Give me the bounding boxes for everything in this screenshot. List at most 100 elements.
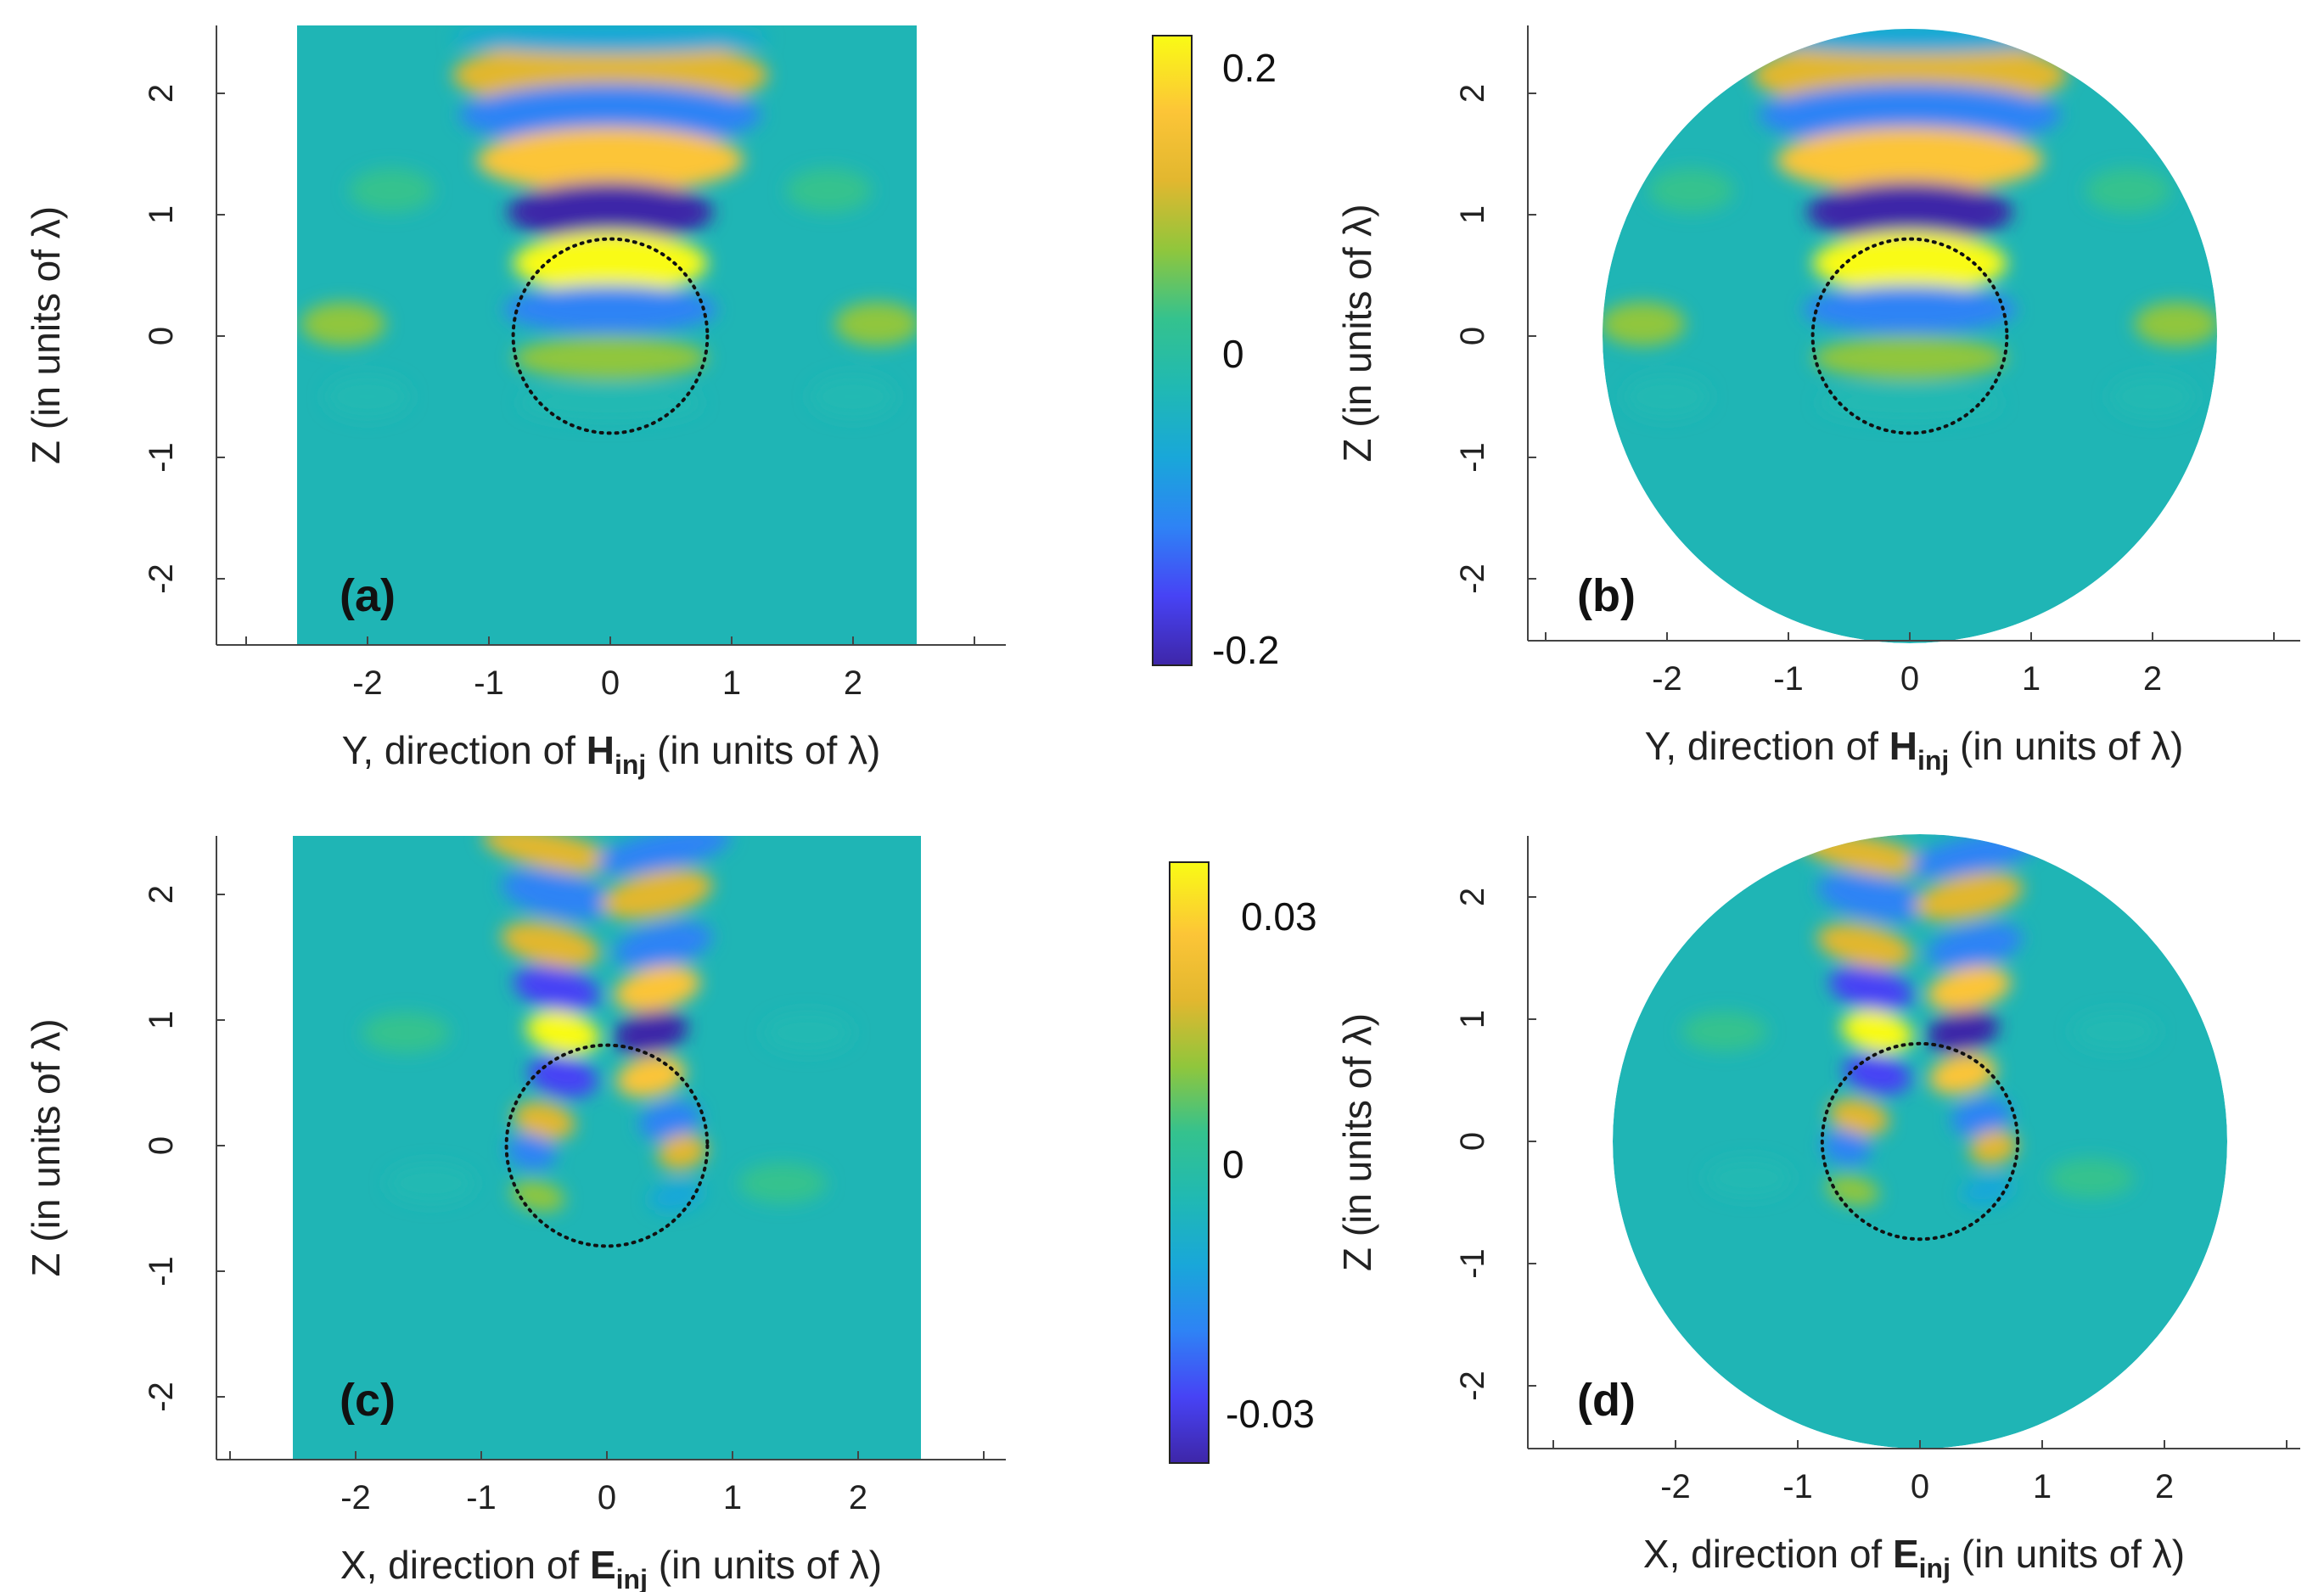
field-side-lobe [2109,374,2196,419]
field-lobes [300,25,917,423]
field-lobe [452,25,768,53]
field-lobe [513,966,600,1012]
x-tick-label: -2 [352,664,383,702]
field-side-lobe [1624,374,1710,419]
field-lobe [1914,872,2024,922]
field-side-lobe [1648,168,1734,213]
colorbar-top-zero-label: 0 [1222,332,1244,376]
y-tick-label: 1 [1454,205,1491,224]
field-lobe [458,83,762,147]
field-lobe [1928,1053,1997,1095]
y-tick-label: -2 [1454,563,1491,594]
x-tick-label: -1 [474,664,504,702]
field-side-lobe [349,168,435,213]
field-side-lobe [300,301,386,346]
field-lobe [1812,232,2007,295]
colorbar-bottom-max-label: 0.03 [1241,894,1317,939]
x-tick-label: -2 [340,1479,371,1516]
field-side-lobe [1603,301,1686,346]
colorbar-top: 0.2 0 -0.2 [1152,35,1279,672]
field-side-lobe [1705,1158,1792,1198]
x-tick-label: 1 [722,664,741,702]
field-lobe [1816,922,1913,969]
y-tick-label: -1 [1454,442,1491,473]
field-lobe [1812,336,2007,380]
x-tick-label: -2 [1660,1468,1691,1505]
colorbar-top-min-label: -0.2 [1212,628,1279,672]
colorbar-bottom-min-label: -0.03 [1226,1392,1315,1436]
sphere-outline [504,1043,710,1248]
x-tick-label: 0 [601,664,620,702]
panel-c: -2 -1 0 1 2 2 1 0 -1 -2 X, direction of Einj (in u… [24,836,1006,1592]
x-tick-label: 0 [1900,660,1919,698]
field-map [297,25,917,645]
field-lobe [519,383,702,423]
x-tick-label: 2 [849,1479,867,1516]
field-lobe [1828,966,1913,1012]
field-lobe [1927,922,2024,969]
field-lobe [513,1101,575,1141]
field-lobe [513,336,708,380]
field-lobe [615,1055,686,1098]
field-lobe [513,232,708,295]
panel-tag: (d) [1577,1375,1636,1426]
field-map [1603,29,2217,643]
field-lobe [1752,29,2068,53]
colorbar-bottom-zero-label: 0 [1222,1142,1244,1186]
field-lobe [1951,1097,2012,1136]
x-tick-label: -1 [466,1479,497,1516]
field-lobe [1927,966,2012,1012]
panel-b: -2 -1 0 1 2 2 1 0 -1 -2 Y, direction of Hinj (in u… [1335,25,2300,776]
y-tick-label: 2 [143,885,180,904]
y-tick-label: 0 [143,1136,180,1155]
sphere-outline [511,237,710,435]
field-lobe [1841,1009,1914,1053]
x-tick-label: -1 [1773,660,1804,698]
field-lobes [1603,29,2217,423]
x-tick-label: 2 [844,664,862,702]
y-tick-label: 2 [1454,888,1491,906]
y-tick-label: 1 [1454,1010,1491,1029]
field-lobe [501,869,613,920]
field-lobe [638,1101,701,1141]
x-tick-label: 0 [598,1479,616,1516]
field-map [293,836,921,1460]
field-lobe [501,921,600,968]
sphere-outline [1820,1041,2020,1242]
x-tick-label: 1 [723,1479,742,1516]
field-lobe [1758,83,2062,147]
field-side-lobe [2073,1012,2158,1051]
field-side-lobe [362,1012,450,1053]
colorbar-top-scale [1152,35,1193,666]
y-tick-label: 2 [143,84,180,103]
field-map [1613,834,2227,1449]
panel-tag: (c) [340,1375,396,1426]
x-tick-label: 1 [2022,660,2041,698]
colorbar-top-max-label: 0.2 [1222,46,1277,90]
x-tick-label: -2 [1652,660,1682,698]
field-lobe [482,836,619,874]
colorbar-bottom: 0.03 0 -0.03 [1169,861,1317,1464]
y-tick-label: -1 [1454,1248,1491,1279]
field-lobe [1806,182,2013,243]
field-side-lobe [738,1163,827,1204]
y-tick-label: 0 [1454,1132,1491,1151]
x-tick-label: 0 [1911,1468,1929,1505]
sphere-outline [1810,237,2009,435]
y-axis-label: Z (in units of λ) [24,1018,68,1276]
field-side-lobe [2048,1158,2135,1198]
field-side-lobe [324,374,411,419]
field-side-lobe [810,374,896,419]
field-lobe [595,836,732,874]
field-background [293,836,921,1460]
y-tick-label: 0 [143,327,180,345]
field-lobe [1818,383,2001,423]
field-lobe [1822,1130,1872,1165]
field-side-lobe [2085,168,2171,213]
x-axis-label: Y, direction of Hinj (in units of λ) [342,728,881,780]
field-lobe [525,1010,600,1056]
field-lobe [614,966,701,1012]
y-axis-label: Z (in units of λ) [24,206,68,464]
y-tick-label: -2 [143,563,180,594]
